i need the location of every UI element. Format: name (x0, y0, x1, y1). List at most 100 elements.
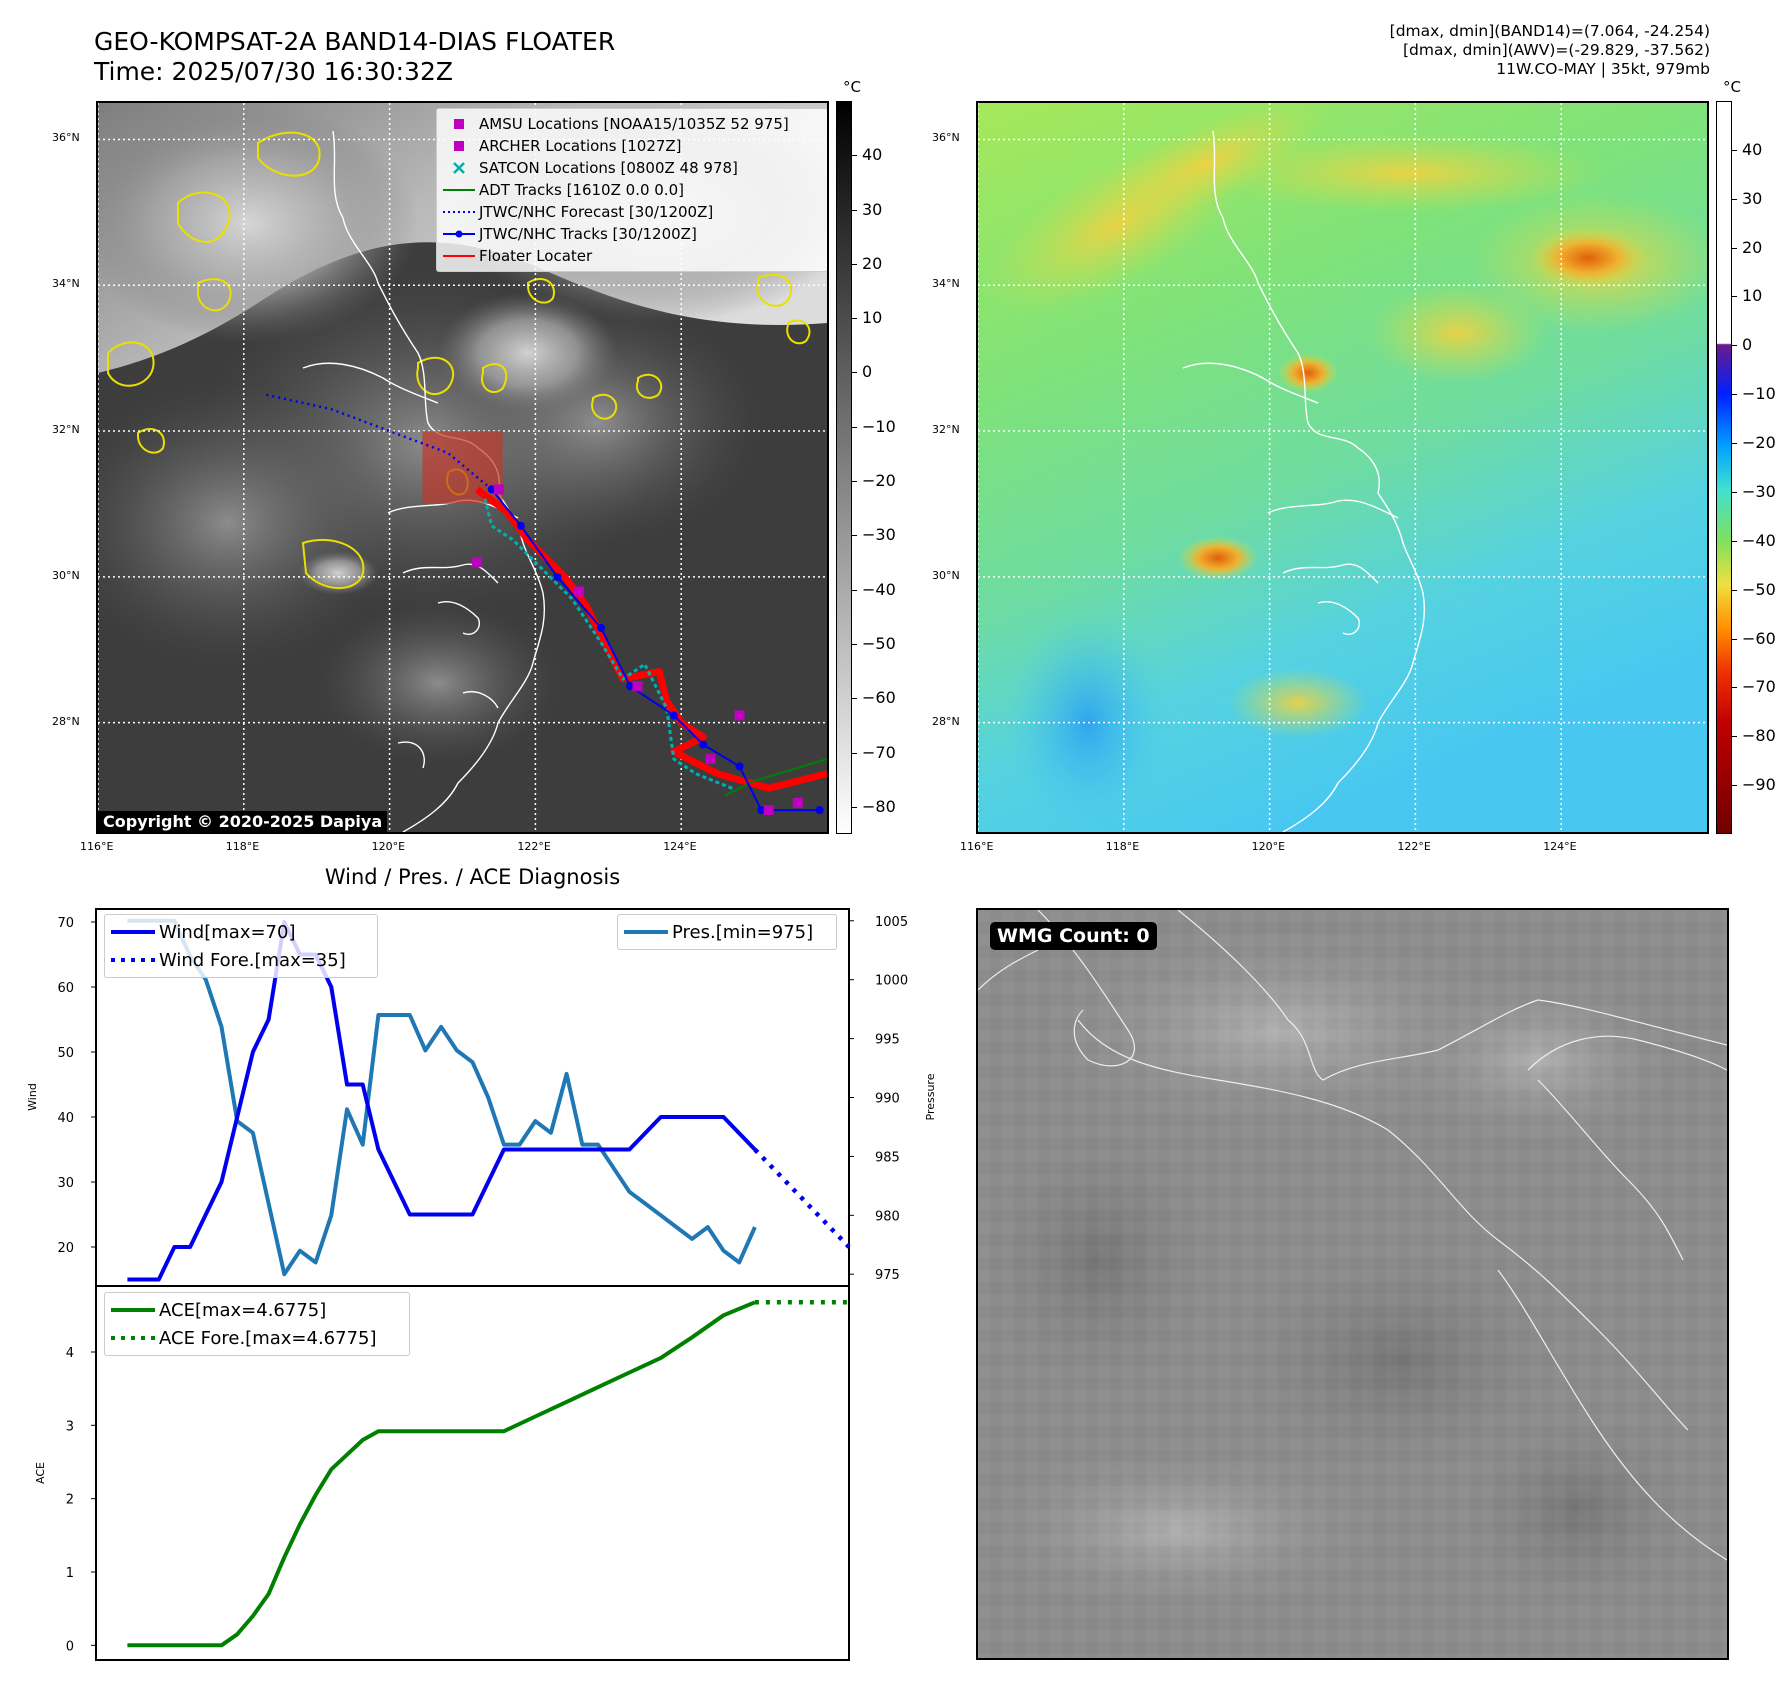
wmg-panel: WMG Count: 0 (976, 908, 1729, 1660)
lon-tick-label: 118°E (1105, 840, 1140, 853)
adt-track (724, 758, 827, 797)
lat-tick-label: 30°N (52, 568, 80, 582)
colorbar-tick-mark (852, 318, 857, 320)
legend-marker-icon (439, 162, 479, 174)
map-legend-label: ADT Tracks [1610Z 0.0 0.0] (479, 181, 684, 199)
colorbar-tick-label: −40 (1742, 530, 1776, 550)
map-legend-label: Floater Locater (479, 247, 593, 265)
colorbar-tick-mark (1732, 785, 1737, 787)
jtwc-track-point (757, 806, 766, 815)
lon-tick-label: 116°E (960, 840, 994, 853)
map-legend-label: ARCHER Locations [1027Z] (479, 137, 682, 155)
awv-map-panel (976, 101, 1709, 834)
wind-tick-label: 40 (57, 1111, 74, 1126)
pressure-tick-label: 980 (875, 1209, 900, 1224)
info-block: [dmax, dmin](BAND14)=(7.064, -24.254) [d… (1110, 22, 1710, 79)
jtwc-track-points (487, 485, 824, 815)
colorbar-tick-label: 20 (862, 253, 883, 273)
awv-coastline (1182, 130, 1426, 832)
pressure-tick-label: 1005 (875, 915, 908, 930)
colorbar-tick-mark (852, 481, 857, 483)
jtwc-track-point (553, 572, 562, 581)
satcon-track (482, 496, 733, 790)
colorbar-tick-label: 10 (862, 308, 883, 328)
wind-series-line (127, 920, 757, 1282)
map-legend-row: AMSU Locations [NOAA15/1035Z 52 975] (439, 113, 825, 135)
colorbar-tick-mark (852, 535, 857, 537)
ace-tick-label: 3 (66, 1419, 74, 1434)
colorbar-tick-label: 40 (1742, 139, 1763, 159)
colorbar-tick-label: −80 (862, 796, 896, 816)
jtwc-track-point (516, 521, 525, 530)
colorbar-tick-label: 30 (1742, 188, 1763, 208)
colorbar-tick-mark (852, 426, 857, 428)
colorbar-tick-mark (852, 806, 857, 808)
pressure-legend-label: Pres.[min=975] (672, 921, 814, 943)
jtwc-track-point (815, 806, 824, 815)
colorbar-tick-mark (852, 263, 857, 265)
jtwc-track-point (699, 740, 708, 749)
lon-tick-label: 118°E (225, 840, 260, 853)
colorbar-tick-mark (1732, 589, 1737, 591)
legend-marker-icon (439, 140, 479, 152)
map-legend-row: SATCON Locations [0800Z 48 978] (439, 157, 825, 179)
lon-tick-label: 120°E (1251, 840, 1286, 853)
pressure-tick-label: 995 (875, 1033, 900, 1048)
jtwc-track (490, 488, 820, 812)
wmg-canvas (978, 910, 1727, 1658)
wind-fore-legend-label: Wind Fore.[max=35] (159, 949, 346, 971)
pressure-tick-label: 975 (875, 1268, 900, 1283)
jtwc-track-point (669, 711, 678, 720)
lat-tick-label: 34°N (932, 277, 960, 291)
colorbar-tick-label: −80 (1742, 726, 1776, 746)
colorbar-tick-mark (852, 155, 857, 157)
amsu-point (574, 586, 585, 597)
colorbar-tick-label: −10 (862, 416, 896, 436)
ace-tick-label: 0 (66, 1639, 74, 1654)
colorbar-tick-label: −10 (1742, 384, 1776, 404)
figure-time: Time: 2025/07/30 16:30:32Z (94, 57, 453, 86)
pressure-axis: 975 980 985 990 995 1000 1005 (849, 915, 908, 1283)
ace-legend-label: ACE[max=4.6775] (159, 1299, 327, 1321)
colorbar-tick-mark (852, 372, 857, 374)
colorbar-tick-label: −20 (1742, 433, 1776, 453)
amsu-point (734, 710, 745, 721)
colorbar-tick-mark (1732, 394, 1737, 396)
wind-legend-label: Wind[max=70] (159, 921, 296, 943)
colorbar-tick-label: −70 (1742, 677, 1776, 697)
amsu-points (472, 484, 803, 816)
colorbar-tick-mark (852, 209, 857, 211)
map-legend-label: AMSU Locations [NOAA15/1035Z 52 975] (479, 115, 789, 133)
colorbar-tick-mark (1732, 345, 1737, 347)
gray-colorbar-unit: °C (843, 78, 861, 96)
ace-axis-label: ACE (34, 1462, 47, 1484)
gray-colorbar (836, 101, 852, 834)
colorbar-tick-label: 0 (862, 362, 873, 382)
legend-marker-icon (439, 118, 479, 130)
lon-tick-label: 122°E (1397, 840, 1431, 853)
lon-tick-label: 116°E (80, 840, 114, 853)
awv-map-gridlines (978, 103, 1707, 832)
info-band14: [dmax, dmin](BAND14)=(7.064, -24.254) (1389, 22, 1710, 40)
legend-marker-icon (439, 206, 479, 218)
wind-tick-label: 30 (57, 1176, 74, 1191)
map-legend-row: ADT Tracks [1610Z 0.0 0.0] (439, 179, 825, 201)
colorbar-tick-mark (852, 752, 857, 754)
colorbar-tick-label: −60 (1742, 628, 1776, 648)
colorbar-tick-mark (1732, 687, 1737, 689)
jtwc-track-point (735, 762, 744, 771)
colorbar-tick-mark (1732, 296, 1737, 298)
lon-tick-label: 122°E (517, 840, 551, 853)
ace-tick-label: 1 (66, 1566, 74, 1581)
ace-tick-label: 2 (66, 1493, 74, 1508)
pressure-tick-label: 985 (875, 1150, 900, 1165)
lat-tick-label: 34°N (52, 277, 80, 291)
jtwc-track-point (597, 623, 606, 632)
colorbar-tick-mark (1732, 736, 1737, 738)
pressure-legend: Pres.[min=975] (617, 914, 837, 950)
lat-tick-label: 28°N (52, 714, 80, 728)
colorbar-tick-label: 0 (1742, 335, 1753, 355)
wind-tick-label: 70 (57, 916, 74, 931)
legend-marker-icon (439, 228, 479, 240)
ace-fore-legend-label: ACE Fore.[max=4.6775] (159, 1327, 377, 1349)
